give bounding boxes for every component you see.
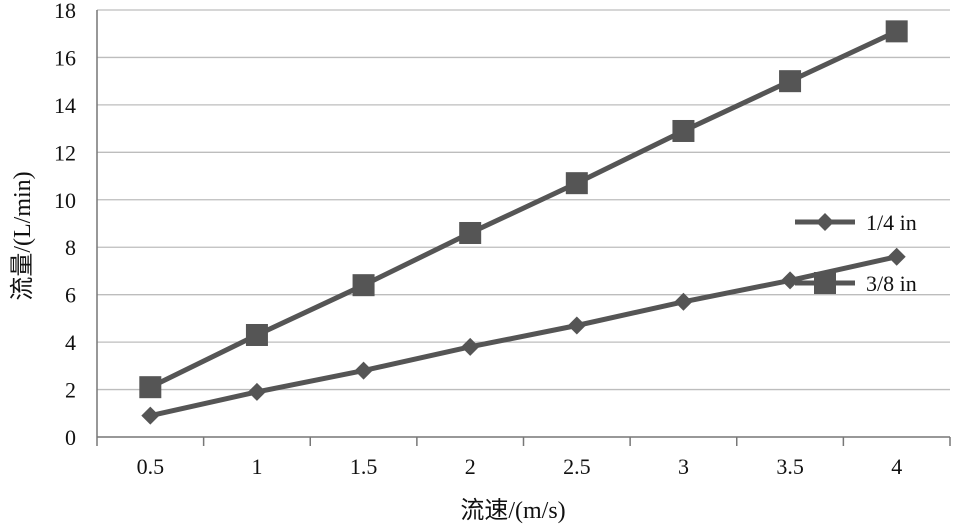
x-axis-title: 流速/(m/s)	[460, 497, 565, 524]
data-point-diamond	[141, 406, 160, 425]
y-tick-label: 8	[65, 235, 76, 260]
data-point-square	[672, 119, 695, 142]
series-line	[149, 254, 898, 419]
x-tick-label: 2	[465, 454, 476, 479]
x-tick-label: 3.5	[776, 454, 804, 479]
x-tick-label: 1.5	[350, 454, 378, 479]
y-axis-ticks: 0 2 4 6 8 10 12 14 16 18	[54, 0, 76, 450]
x-tick-label: 0.5	[137, 454, 165, 479]
data-point-square	[779, 70, 802, 93]
data-point-diamond	[781, 271, 800, 290]
data-point-square	[352, 274, 375, 297]
legend-item: 3/8 in	[795, 271, 917, 296]
x-tick-label: 4	[891, 454, 902, 479]
y-tick-label: 2	[65, 378, 76, 403]
legend-label: 3/8 in	[866, 271, 917, 296]
legend-label: 1/4 in	[866, 210, 917, 235]
y-tick-label: 10	[54, 188, 76, 213]
y-axis-title: 流量/(L/min)	[9, 171, 36, 300]
y-tick-label: 14	[54, 93, 76, 118]
series-quarter-inch	[141, 247, 906, 425]
data-point-diamond	[461, 337, 480, 356]
x-axis-ticks: 0.5 1 1.5 2 2.5 3 3.5 4	[137, 454, 903, 479]
data-point-square	[245, 323, 268, 346]
y-tick-label: 16	[54, 45, 76, 70]
legend-square-marker	[814, 272, 836, 294]
data-point-diamond	[247, 382, 266, 401]
data-point-square	[565, 172, 588, 195]
data-point-diamond	[567, 316, 586, 335]
data-point-diamond	[354, 361, 373, 380]
series-three-eighths-inch	[139, 20, 908, 399]
axes	[96, 10, 951, 446]
x-tick-label: 1	[251, 454, 262, 479]
series-line	[149, 29, 898, 390]
legend-item: 1/4 in	[795, 210, 917, 235]
data-point-diamond	[887, 247, 906, 266]
y-tick-label: 6	[65, 283, 76, 308]
data-point-square	[139, 376, 162, 399]
data-point-diamond	[674, 292, 693, 311]
y-tick-label: 4	[65, 330, 76, 355]
series	[139, 20, 908, 425]
x-tick-label: 2.5	[563, 454, 591, 479]
y-tick-label: 18	[54, 0, 76, 23]
legend-diamond-marker	[816, 213, 834, 231]
data-point-square	[885, 20, 908, 43]
legend: 1/4 in 3/8 in	[795, 210, 917, 296]
data-point-square	[459, 221, 482, 244]
y-tick-label: 0	[65, 425, 76, 450]
y-tick-label: 12	[54, 140, 76, 165]
x-tick-label: 3	[678, 454, 689, 479]
